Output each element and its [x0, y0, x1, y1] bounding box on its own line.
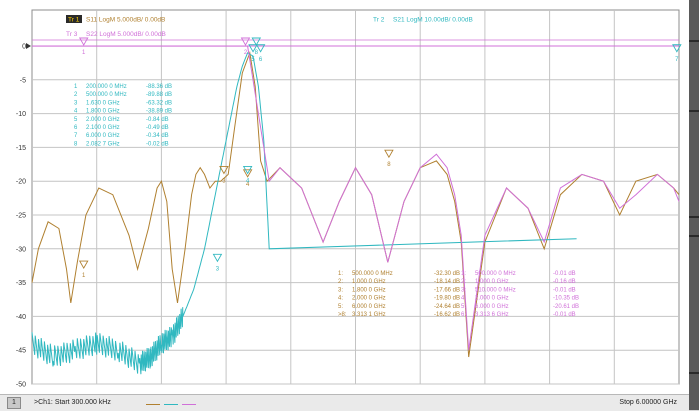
marker-table-cell: -19.80 dB: [434, 296, 460, 302]
y-tick-label: 0: [22, 44, 26, 51]
y-tick-labels: 0 -5 -10 -15 -20 -25 -30 -35 -40 -45 -50: [16, 44, 26, 389]
reference-arrow-icon: [26, 43, 31, 49]
marker-table-cell: 6.000 0 GHz: [352, 304, 386, 310]
marker-table-cell: 2.000 0 GHz: [352, 296, 386, 302]
marker-table-cell: 2:: [461, 279, 466, 285]
marker-table-cell: -18.14 dB: [434, 279, 460, 285]
marker-table-cell: -38.89 dB: [146, 109, 172, 115]
marker-table-cell: 500.000 0 MHz: [86, 92, 127, 98]
start-frequency[interactable]: >Ch1: Start 300.000 kHz: [34, 399, 111, 406]
marker-table-cell: 1.000 0 GHz: [352, 279, 386, 285]
marker-table-cell: 2.100 0 GHz: [86, 125, 120, 131]
y-tick-label: -30: [16, 246, 26, 253]
marker-table-cell: 1:: [461, 271, 466, 277]
marker-table-cell: 3:: [338, 287, 343, 293]
marker-table-cell: -0.84 dB: [146, 117, 169, 123]
y-tick-label: -25: [16, 213, 26, 220]
marker-table-cell: 1.800 0 GHz: [86, 109, 120, 115]
marker-table-cell: -20.61 dB: [553, 304, 579, 310]
marker-table-cell: 1:: [338, 271, 343, 277]
marker-table-cell: 6:: [461, 312, 466, 318]
marker-table-cell: 4:: [338, 296, 343, 302]
right-scroll-edge[interactable]: [689, 0, 699, 410]
y-tick-label: -15: [16, 145, 26, 152]
marker-table-cell: -89.88 dB: [146, 92, 172, 98]
marker-table-cell: -16.62 dB: [434, 312, 460, 318]
y-tick-label: -40: [16, 314, 26, 321]
trace-badge-tr2: Tr 2: [373, 17, 385, 24]
vna-chart[interactable]: 0 -5 -10 -15 -20 -25 -30 -35 -40 -45 -50 Tr 1 S11 L…: [0, 0, 689, 394]
legend-line-tr1: [146, 404, 160, 405]
y-tick-label: -45: [16, 348, 26, 355]
channel-number[interactable]: 1: [7, 397, 21, 409]
marker-table-cell: 510.000 0 MHz: [475, 287, 516, 293]
marker-table-cell: 4:: [461, 296, 466, 302]
marker-table-cell: -0.01 dB: [553, 287, 576, 293]
legend-line-tr2: [164, 404, 178, 405]
y-tick-label: -20: [16, 179, 26, 186]
y-tick-label: -50: [16, 382, 26, 389]
trace-header-tr3[interactable]: S22 LogM 5.000dB/ 0.00dB: [86, 31, 166, 38]
status-bar: 1 >Ch1: Start 300.000 kHz Stop 6.00000 G…: [0, 394, 689, 411]
marker-table-cell: -10.35 dB: [553, 296, 579, 302]
marker-table-cell: 3.313 6 GHz: [475, 312, 509, 318]
marker-table-cell: -24.64 dB: [434, 304, 460, 310]
marker-table-cell: 1.630 0 GHz: [86, 100, 120, 106]
marker-table-cell: 6.000 0 GHz: [86, 133, 120, 139]
marker-table-cell: -0.01 dB: [553, 271, 576, 277]
plot-frame: 0 -5 -10 -15 -20 -25 -30 -35 -40 -45 -50 Tr 1 S11 L…: [0, 0, 690, 394]
marker-table-cell: -0.49 dB: [146, 125, 169, 131]
marker-table-cell: -0.16 dB: [553, 279, 576, 285]
marker-table-cell: 1.800 0 GHz: [352, 287, 386, 293]
marker-table-cell: 5:: [338, 304, 343, 310]
marker-table-cell: 1.000 0 GHz: [475, 279, 509, 285]
trace-badge-tr3: Tr 3: [66, 31, 78, 38]
marker-table-cell: 3:: [461, 287, 466, 293]
stop-frequency[interactable]: Stop 6.00000 GHz: [619, 399, 677, 406]
y-tick-label: -10: [16, 111, 26, 118]
marker-table-cell: 3.313 1 GHz: [352, 312, 386, 318]
marker-table-cell: -88.36 dB: [146, 84, 172, 90]
marker-table-cell: -0.01 dB: [553, 312, 576, 318]
marker-table-cell: 2.082 7 GHz: [86, 141, 120, 147]
grid: [26, 10, 679, 384]
marker-table-cell: 500.000 0 MHz: [352, 271, 393, 277]
marker-table-cell: -17.66 dB: [434, 287, 460, 293]
marker-table-cell: 2:: [338, 279, 343, 285]
trace-header-tr2[interactable]: S21 LogM 10.00dB/ 0.00dB: [393, 17, 473, 24]
marker-table-cell: 5:: [461, 304, 466, 310]
marker-table-cell: 2.000 0 GHz: [86, 117, 120, 123]
marker-table-cell: 2.000 0 GHz: [475, 296, 509, 302]
trace-header-tr1[interactable]: S11 LogM 5.000dB/ 0.00dB: [86, 17, 165, 24]
marker-table-cell: 6.000 0 GHz: [475, 304, 509, 310]
marker-table-cell: 500.000 0 MHz: [475, 271, 516, 277]
y-tick-label: -35: [16, 280, 26, 287]
legend-line-tr3: [182, 404, 196, 405]
marker-table-cell: -63.32 dB: [146, 100, 172, 106]
trace-badge-text: Tr 1: [68, 17, 80, 24]
marker-table-cell: -0.34 dB: [146, 133, 169, 139]
marker-table-cell: 200.000 0 MHz: [86, 84, 127, 90]
marker-table-cell: >8:: [338, 312, 347, 318]
y-tick-label: -5: [20, 77, 26, 84]
marker-table-cell: -32.30 dB: [434, 271, 460, 277]
marker-table-cell: -0.02 dB: [146, 141, 169, 147]
